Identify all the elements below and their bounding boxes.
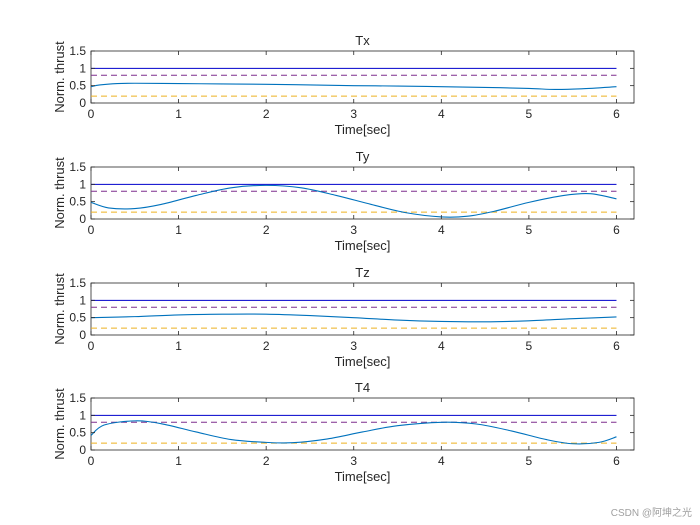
y-tick-label: 1 [79,293,86,307]
axes-box [90,397,635,451]
x-tick-label: 3 [350,454,357,468]
x-axis-label: Time[sec] [335,354,391,369]
x-tick-label: 5 [526,339,533,353]
x-tick-label: 1 [175,107,182,121]
thrust-signal-line [90,82,617,91]
y-axis-label: Norm. thrust [52,157,67,229]
x-tick-label: 2 [263,107,270,121]
y-axis-label: Norm. thrust [52,41,67,113]
y-tick-label: 1.5 [69,276,86,290]
x-tick-label: 5 [526,107,533,121]
x-tick-label: 6 [613,454,620,468]
x-axis-label: Time[sec] [335,122,391,137]
y-tick-label: 1 [79,177,86,191]
y-tick-label: 0 [79,96,86,110]
x-tick-label: 3 [350,223,357,237]
y-tick-label: 1 [79,408,86,422]
x-tick-label: 4 [438,223,445,237]
y-tick-label: 1.5 [69,160,86,174]
y-axis-label: Norm. thrust [52,388,67,460]
y-tick-label: 0 [79,212,86,226]
y-tick-label: 1 [79,61,86,75]
x-tick-label: 3 [350,339,357,353]
subplot-title: Ty [356,149,370,164]
thrust-signal-line [90,313,617,323]
subplot-title: Tz [355,265,369,280]
x-tick-label: 2 [263,223,270,237]
x-tick-label: 0 [88,339,95,353]
x-tick-label: 5 [526,223,533,237]
x-tick-label: 1 [175,223,182,237]
x-axis-label: Time[sec] [335,238,391,253]
x-tick-label: 0 [88,107,95,121]
x-axis-label: Time[sec] [335,469,391,484]
y-tick-label: 0.5 [69,311,86,325]
y-tick-label: 0 [79,328,86,342]
x-tick-label: 6 [613,339,620,353]
x-tick-label: 1 [175,339,182,353]
x-tick-label: 2 [263,454,270,468]
y-tick-label: 1.5 [69,391,86,405]
y-tick-label: 0.5 [69,79,86,93]
thrust-signal-line [90,184,617,218]
x-tick-label: 4 [438,107,445,121]
y-tick-label: 0.5 [69,195,86,209]
axes-box [90,50,635,104]
subplot-title: Tx [355,33,370,48]
x-tick-label: 0 [88,454,95,468]
x-tick-label: 2 [263,339,270,353]
x-tick-label: 6 [613,223,620,237]
subplot-title: T4 [355,380,370,395]
x-tick-label: 5 [526,454,533,468]
y-axis-label: Norm. thrust [52,273,67,345]
x-tick-label: 1 [175,454,182,468]
y-tick-label: 0 [79,443,86,457]
x-tick-label: 4 [438,454,445,468]
y-tick-label: 0.5 [69,426,86,440]
watermark: CSDN @阿坤之光 [610,508,692,519]
thrust-signal-line [90,420,617,445]
x-tick-label: 3 [350,107,357,121]
x-tick-label: 0 [88,223,95,237]
x-tick-label: 6 [613,107,620,121]
axes-box [90,282,635,336]
x-tick-label: 4 [438,339,445,353]
axes-box [90,166,635,220]
y-tick-label: 1.5 [69,44,86,58]
